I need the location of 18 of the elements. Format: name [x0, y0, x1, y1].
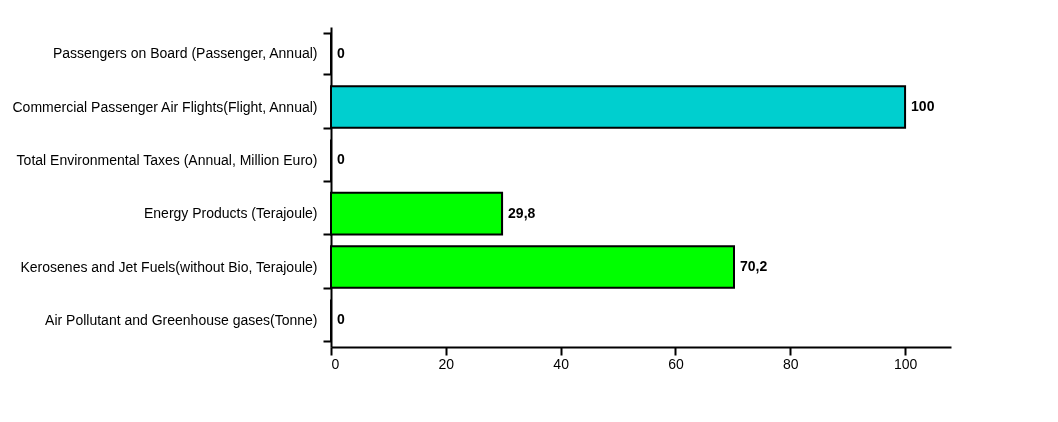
data-label: 70,2	[740, 258, 768, 274]
x-tick-label: 60	[668, 355, 684, 372]
data-label: 29,8	[508, 204, 536, 221]
data-label: 100	[911, 98, 935, 114]
x-tick-label: 40	[553, 355, 570, 372]
x-tick-label: 100	[893, 355, 918, 372]
x-tick-label: 20	[438, 355, 455, 372]
data-label: 0	[337, 151, 345, 168]
y-tick-label: Total Environmental Taxes (Annual, Million Euro)	[16, 151, 318, 168]
y-tick-label: Commercial Passenger Air Flights(Flight, Annual)	[12, 98, 318, 115]
y-tick-label: Energy Products (Terajoule)	[143, 205, 318, 222]
x-tick-label: 80	[782, 355, 799, 372]
x-tick-label: 0	[331, 355, 340, 372]
data-label: 0	[337, 44, 345, 61]
y-tick-label: Air Pollutant and Greenhouse gases(Tonne)	[45, 311, 318, 328]
data-label: 0	[337, 311, 345, 328]
y-tick-label: Passengers on Board (Passenger, Annual)	[52, 45, 318, 62]
y-tick-label: Kerosenes and Jet Fuels(without Bio, Terajoule)	[20, 258, 318, 275]
